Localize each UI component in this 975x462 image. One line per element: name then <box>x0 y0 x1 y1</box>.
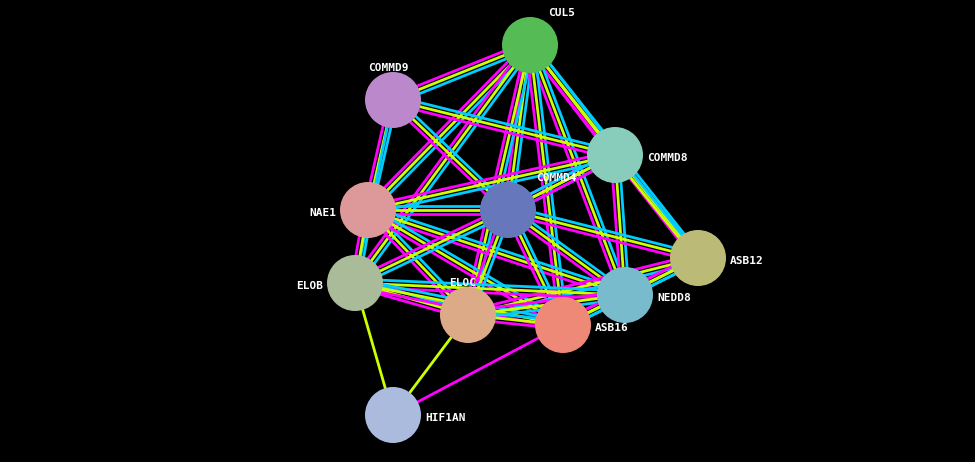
Text: ELOC: ELOC <box>449 278 477 288</box>
Circle shape <box>327 255 383 311</box>
Circle shape <box>440 287 496 343</box>
Text: ASB16: ASB16 <box>595 323 629 333</box>
Text: COMMD8: COMMD8 <box>647 153 687 163</box>
Text: ASB12: ASB12 <box>730 256 763 266</box>
Circle shape <box>365 387 421 443</box>
Circle shape <box>502 17 558 73</box>
Text: COMMD9: COMMD9 <box>368 63 409 73</box>
Text: CUL5: CUL5 <box>548 8 575 18</box>
Circle shape <box>480 182 536 238</box>
Circle shape <box>535 297 591 353</box>
Text: NAE1: NAE1 <box>309 208 336 218</box>
Text: COMMD4: COMMD4 <box>536 173 576 183</box>
Text: ELOB: ELOB <box>296 281 323 291</box>
Circle shape <box>670 230 726 286</box>
Circle shape <box>365 72 421 128</box>
Circle shape <box>597 267 653 323</box>
Circle shape <box>587 127 643 183</box>
Text: HIF1AN: HIF1AN <box>425 413 465 423</box>
Circle shape <box>340 182 396 238</box>
Text: NEDD8: NEDD8 <box>657 293 690 303</box>
